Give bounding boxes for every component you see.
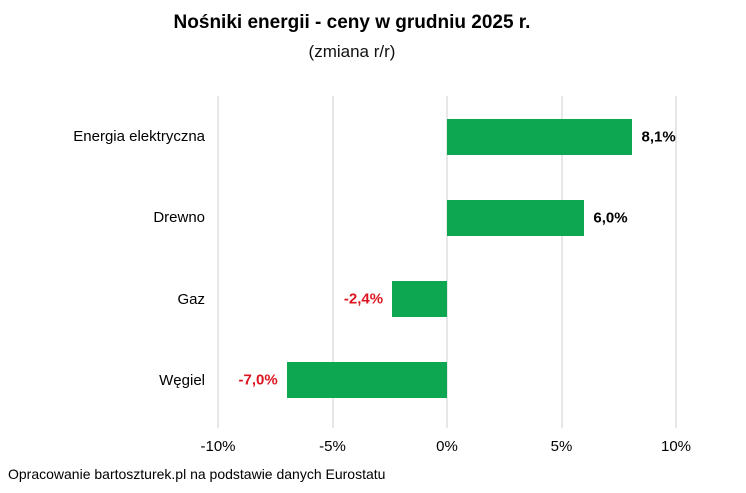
bar-value-label: 8,1%	[641, 128, 676, 146]
x-axis-tick-label: -5%	[319, 438, 346, 455]
category-label: Węgiel	[159, 371, 205, 389]
bar	[286, 362, 447, 399]
chart-title: Nośniki energii - ceny w grudniu 2025 r.	[173, 12, 531, 33]
bar-row: -2,4%	[218, 259, 676, 340]
x-axis-tick-label: -10%	[200, 438, 236, 455]
bar-row: 6,0%	[218, 177, 676, 258]
gridline	[561, 96, 562, 428]
category-label: Energia elektryczna	[73, 128, 205, 146]
x-axis: -10% -5% 0% 5% 10%	[200, 438, 691, 458]
category-label: Gaz	[177, 290, 205, 308]
bar	[392, 281, 447, 318]
gridline	[217, 96, 219, 428]
chart-subtitle: (zmiana r/r)	[308, 42, 396, 61]
x-axis-tick-label: 10%	[660, 438, 692, 455]
y-axis-category-labels: Energia elektryczna Drewno Gaz Węgiel	[0, 96, 205, 421]
plot-area: 8,1% 6,0% -2,4% -7,0%	[217, 96, 677, 428]
gridline	[675, 96, 677, 428]
category-label: Drewno	[153, 209, 205, 227]
bar-row: -7,0%	[218, 340, 676, 421]
bar-row: 8,1%	[218, 96, 676, 177]
gridline	[446, 96, 448, 428]
bar-value-label: -2,4%	[343, 290, 384, 308]
x-axis-tick-label: 5%	[550, 438, 573, 455]
source-note: Opracowanie bartoszturek.pl na podstawie…	[8, 466, 386, 482]
bar-value-label: -7,0%	[238, 371, 278, 389]
bar	[447, 199, 585, 236]
bar	[447, 118, 633, 155]
bar-value-label: 6,0%	[593, 209, 628, 227]
gridline	[332, 96, 333, 428]
x-axis-tick-label: 0%	[436, 438, 458, 455]
